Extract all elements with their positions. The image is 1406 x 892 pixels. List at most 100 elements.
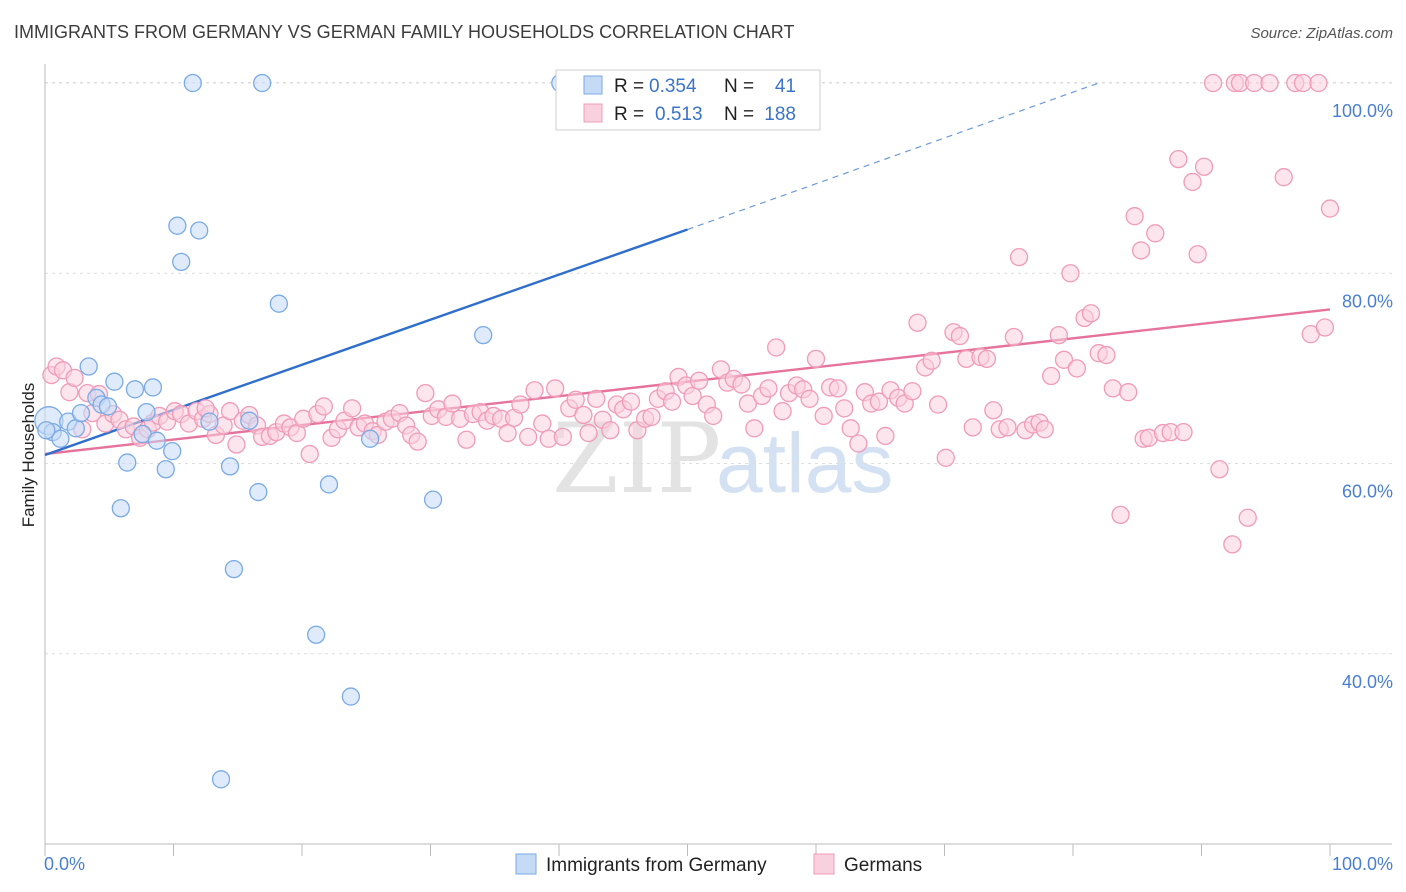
point-germans-139 bbox=[984, 401, 1003, 420]
point-germans-173 bbox=[1210, 460, 1229, 479]
point-germans-149 bbox=[1049, 325, 1069, 345]
point-immigrants-18 bbox=[156, 460, 175, 479]
point-germans-152 bbox=[1067, 359, 1087, 378]
point-germans-4 bbox=[65, 368, 84, 388]
point-germans-161 bbox=[1131, 241, 1151, 260]
point-germans-112 bbox=[800, 389, 819, 408]
point-immigrants-23 bbox=[190, 221, 209, 240]
point-immigrants-22 bbox=[183, 73, 202, 93]
point-germans-80 bbox=[579, 423, 598, 443]
point-germans-138 bbox=[977, 349, 997, 369]
point-immigrants-31 bbox=[269, 294, 289, 313]
point-germans-118 bbox=[841, 419, 860, 438]
point-immigrants-19 bbox=[163, 441, 182, 461]
point-germans-123 bbox=[876, 426, 895, 446]
point-immigrants-28 bbox=[240, 411, 259, 430]
point-germans-186 bbox=[1320, 199, 1340, 218]
point-immigrants-33 bbox=[319, 475, 339, 494]
stats-legend-n-value-immigrants: 41 bbox=[775, 76, 796, 97]
point-germans-41 bbox=[314, 397, 333, 416]
point-germans-62 bbox=[457, 430, 476, 449]
point-germans-76 bbox=[553, 427, 573, 447]
point-immigrants-5 bbox=[71, 403, 91, 423]
point-immigrants-6 bbox=[79, 357, 98, 376]
point-germans-130 bbox=[922, 351, 941, 370]
point-germans-143 bbox=[1009, 247, 1029, 267]
point-germans-107 bbox=[767, 338, 786, 357]
point-germans-39 bbox=[300, 444, 319, 464]
stats-legend-r-label-germans: R = bbox=[614, 104, 644, 125]
point-germans-104 bbox=[745, 419, 764, 438]
point-germans-113 bbox=[806, 349, 826, 369]
point-germans-142 bbox=[1004, 327, 1024, 347]
point-germans-178 bbox=[1245, 73, 1264, 93]
point-immigrants-9 bbox=[98, 397, 118, 416]
point-germans-169 bbox=[1183, 172, 1202, 192]
point-germans-81 bbox=[587, 389, 606, 408]
point-germans-172 bbox=[1203, 73, 1223, 93]
point-immigrants-35 bbox=[360, 429, 380, 448]
point-germans-171 bbox=[1194, 157, 1214, 176]
stats-legend-n-value-germans: 188 bbox=[764, 104, 796, 125]
y-axis-label: Family Households bbox=[19, 383, 38, 528]
point-germans-79 bbox=[574, 405, 593, 425]
point-germans-95 bbox=[683, 386, 702, 406]
point-germans-89 bbox=[642, 407, 661, 427]
point-germans-73 bbox=[533, 414, 552, 433]
point-germans-92 bbox=[662, 392, 682, 411]
point-immigrants-30 bbox=[253, 73, 272, 93]
point-immigrants-15 bbox=[137, 402, 156, 422]
point-germans-134 bbox=[950, 326, 970, 346]
point-germans-75 bbox=[545, 379, 565, 398]
point-germans-28 bbox=[227, 435, 246, 454]
data-points bbox=[34, 73, 1340, 789]
point-germans-108 bbox=[773, 402, 792, 421]
point-germans-114 bbox=[814, 406, 833, 426]
series-legend-swatch-germans bbox=[813, 853, 835, 875]
point-germans-72 bbox=[525, 381, 544, 400]
point-immigrants-12 bbox=[118, 453, 137, 472]
point-germans-148 bbox=[1042, 366, 1061, 386]
point-germans-177 bbox=[1238, 508, 1257, 527]
point-germans-83 bbox=[601, 421, 620, 440]
point-germans-116 bbox=[828, 379, 847, 398]
point-germans-180 bbox=[1274, 168, 1293, 187]
chart-source: Source: ZipAtlas.com bbox=[1250, 25, 1393, 42]
point-immigrants-24 bbox=[200, 412, 219, 431]
point-germans-156 bbox=[1097, 345, 1116, 365]
stats-legend: R = 0.354 N = 41 R = 0.513 N = 188 bbox=[555, 69, 821, 131]
y-tick-label-100: 100.0% bbox=[1332, 101, 1393, 121]
point-germans-168 bbox=[1174, 422, 1193, 442]
point-germans-27 bbox=[220, 402, 240, 421]
point-germans-141 bbox=[998, 418, 1017, 437]
point-germans-106 bbox=[759, 379, 778, 398]
point-immigrants-29 bbox=[249, 482, 268, 502]
point-germans-102 bbox=[732, 375, 751, 394]
point-immigrants-20 bbox=[168, 216, 187, 235]
point-immigrants-11 bbox=[111, 499, 130, 518]
point-germans-96 bbox=[689, 371, 709, 390]
point-germans-158 bbox=[1111, 505, 1130, 525]
stats-legend-n-label-immigrants: N = bbox=[724, 76, 754, 97]
y-tick-label-40: 40.0% bbox=[1342, 672, 1393, 692]
point-immigrants-16 bbox=[143, 378, 163, 397]
point-immigrants-37 bbox=[474, 325, 493, 345]
point-immigrants-25 bbox=[211, 770, 231, 789]
stats-legend-r-value-germans: 0.513 bbox=[655, 104, 703, 125]
point-germans-119 bbox=[849, 434, 868, 453]
point-immigrants-26 bbox=[220, 457, 240, 476]
point-germans-60 bbox=[443, 394, 462, 413]
point-germans-157 bbox=[1103, 379, 1122, 398]
point-germans-68 bbox=[498, 423, 517, 443]
x-tick-label-right: 100.0% bbox=[1332, 854, 1393, 874]
point-germans-122 bbox=[869, 392, 889, 411]
chart-title: IMMIGRANTS FROM GERMANY VS GERMAN FAMILY… bbox=[14, 22, 794, 42]
point-germans-160 bbox=[1125, 207, 1144, 226]
point-germans-132 bbox=[936, 448, 955, 467]
point-immigrants-21 bbox=[172, 252, 191, 272]
point-germans-131 bbox=[928, 395, 948, 414]
point-germans-184 bbox=[1309, 73, 1328, 93]
point-germans-117 bbox=[835, 399, 854, 418]
point-germans-55 bbox=[408, 432, 427, 451]
